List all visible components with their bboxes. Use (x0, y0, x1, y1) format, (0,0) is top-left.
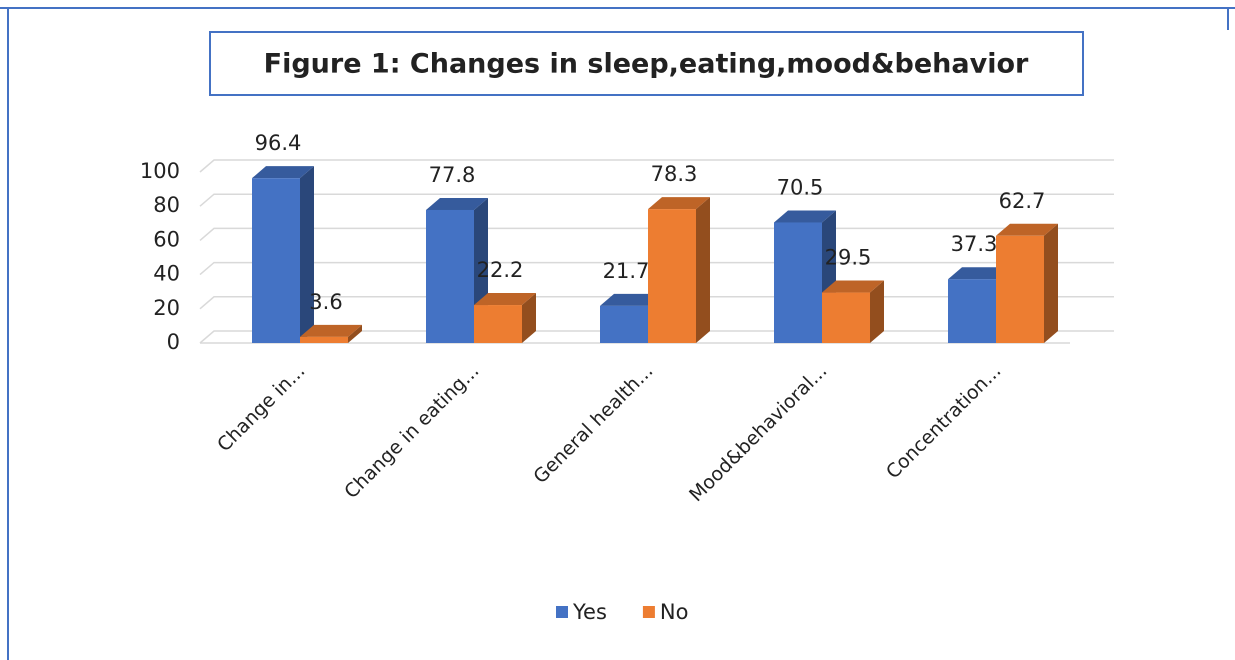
y-tick-label: 40 (153, 262, 180, 286)
bar (600, 305, 648, 343)
bar (948, 279, 996, 343)
bar (474, 305, 522, 343)
y-tick-label: 60 (153, 227, 180, 251)
x-tick-label: Concentration... (882, 360, 1005, 483)
bar (648, 209, 696, 343)
bar-top (996, 223, 1058, 236)
bar-side (1044, 223, 1058, 343)
bar-side (696, 197, 710, 343)
grid-line (199, 159, 1114, 173)
bar (774, 222, 822, 343)
value-label: 3.6 (309, 290, 342, 314)
bar-top (600, 293, 662, 306)
value-label: 62.7 (999, 189, 1046, 213)
bar-top (426, 197, 488, 210)
bar-top (252, 166, 314, 179)
legend-label: No (660, 600, 689, 624)
title-box (209, 31, 1084, 96)
bar-side (522, 293, 536, 343)
bar (426, 209, 474, 343)
legend-swatch (556, 606, 568, 618)
value-label: 78.3 (651, 162, 698, 186)
bar-side (348, 324, 362, 343)
bar-top (822, 280, 884, 293)
value-label: 77.8 (429, 163, 476, 187)
x-tick-label: General health... (529, 360, 657, 488)
bar (822, 292, 870, 343)
value-label: 22.2 (477, 258, 524, 282)
y-tick-label: 100 (140, 159, 180, 183)
y-tick-label: 80 (153, 193, 180, 217)
bar (252, 178, 300, 343)
x-tick-label: Change in... (213, 360, 309, 456)
bar-side (870, 280, 884, 343)
value-label: 70.5 (777, 175, 824, 199)
chart-title: Figure 1: Changes in sleep,eating,mood&b… (264, 49, 1029, 80)
legend-label: Yes (572, 600, 607, 624)
value-label: 29.5 (825, 246, 872, 270)
bar-top (948, 267, 1010, 280)
x-tick-label: Change in eating... (340, 360, 483, 503)
bar-top (474, 293, 536, 306)
x-tick-label: Mood&behavioral... (685, 360, 831, 506)
y-tick-label: 0 (167, 330, 180, 354)
bar-top (648, 197, 710, 210)
legend-swatch (642, 606, 655, 618)
bar-top (300, 324, 362, 337)
value-label: 21.7 (603, 259, 650, 283)
bar (300, 336, 348, 343)
bar (996, 235, 1044, 343)
value-label: 96.4 (255, 131, 302, 155)
bar-side (300, 166, 314, 343)
bar-top (774, 210, 836, 223)
y-tick-label: 20 (153, 296, 180, 320)
value-label: 37.3 (951, 232, 998, 256)
grid-line (199, 193, 1114, 207)
